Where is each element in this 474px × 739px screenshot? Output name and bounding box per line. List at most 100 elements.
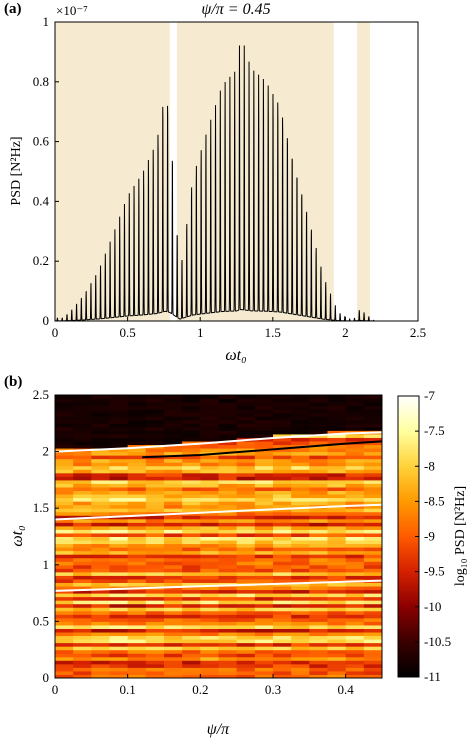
heatmap-cell xyxy=(200,525,219,530)
panel-a-label: (a) xyxy=(4,1,22,17)
heatmap-cell xyxy=(109,596,129,601)
heatmap-cell xyxy=(145,646,165,651)
heatmap-cell xyxy=(73,653,92,658)
heatmap-cell xyxy=(109,582,129,587)
heatmap-cell xyxy=(254,433,274,438)
heatmap-cell xyxy=(145,575,165,580)
heatmap-cell xyxy=(182,639,201,644)
heatmap-cell xyxy=(55,646,74,651)
heatmap-cell xyxy=(254,632,274,637)
heatmap-cell xyxy=(91,501,110,506)
heatmap-cell xyxy=(73,660,92,665)
heatmap-cell xyxy=(164,610,183,615)
heatmap-cell xyxy=(127,472,147,477)
heatmap-cell xyxy=(55,455,74,460)
heatmap-cell xyxy=(182,550,201,555)
heatmap-cell xyxy=(273,614,292,619)
heatmap-cell xyxy=(345,518,365,523)
heatmap-cell xyxy=(182,472,201,477)
heatmap-cell xyxy=(236,586,256,591)
heatmap-cell xyxy=(273,554,292,559)
heatmap-cell xyxy=(109,440,129,446)
heatmap-cell xyxy=(327,571,347,576)
heatmap-cell xyxy=(273,578,292,583)
heatmap-cell xyxy=(236,472,256,477)
heatmap-cell xyxy=(363,571,383,576)
heatmap-cell xyxy=(182,494,201,499)
heatmap-cell xyxy=(164,635,183,640)
heatmap-cell xyxy=(55,494,74,499)
heatmap-cell xyxy=(345,628,365,633)
heatmap-cell xyxy=(218,578,238,583)
heatmap-cell xyxy=(273,635,292,640)
heatmap-cell xyxy=(91,596,110,601)
heatmap-cell xyxy=(236,529,256,534)
heatmap-cell xyxy=(309,479,328,484)
heatmap-cell xyxy=(182,451,201,456)
heatmap-cell xyxy=(327,455,347,460)
heatmap-cell xyxy=(182,483,201,488)
heatmap-cell xyxy=(182,426,201,431)
heatmap-cell xyxy=(164,490,183,495)
heatmap-cell xyxy=(164,402,183,407)
heatmap-cell xyxy=(164,663,183,668)
heatmap-cell xyxy=(309,486,328,492)
heatmap-cell xyxy=(291,522,310,527)
heatmap-cell xyxy=(345,564,365,569)
heatmap-cell xyxy=(182,610,201,615)
heatmap-cell xyxy=(273,465,292,470)
heatmap-cell xyxy=(91,639,110,644)
heatmap-cell xyxy=(273,405,292,410)
heatmap-cell xyxy=(182,395,201,400)
heatmap-cell xyxy=(182,603,201,608)
heatmap-cell xyxy=(291,465,310,470)
heatmap-cell xyxy=(273,660,292,665)
heatmap-cell xyxy=(254,476,274,481)
heatmap-cell xyxy=(200,430,219,435)
heatmap-cell xyxy=(218,593,238,598)
heatmap-cell xyxy=(218,540,238,545)
heatmap-cell xyxy=(73,479,92,484)
heatmap-cell xyxy=(127,639,147,644)
heatmap-cell xyxy=(145,437,165,442)
y-tick-label: 0 xyxy=(43,670,50,685)
heatmap-cell xyxy=(363,486,383,492)
heatmap-cell xyxy=(73,600,92,605)
heatmap-cell xyxy=(273,557,292,562)
heatmap-cell xyxy=(164,497,183,502)
heatmap-cell xyxy=(254,624,274,629)
heatmap-cell xyxy=(200,486,219,492)
heatmap-cell xyxy=(109,462,129,467)
heatmap-cell xyxy=(127,416,147,421)
heatmap-cell xyxy=(363,409,383,414)
heatmap-cell xyxy=(109,412,129,417)
heatmap-cell xyxy=(109,504,129,509)
x-tick-label: 1 xyxy=(197,325,204,340)
heatmap-cell xyxy=(309,536,328,541)
heatmap-cell xyxy=(327,494,347,499)
heatmap-cell xyxy=(218,632,238,637)
heatmap-cell xyxy=(164,596,183,601)
heatmap-cell xyxy=(127,635,147,640)
heatmap-cell xyxy=(182,632,201,637)
heatmap-cell xyxy=(73,426,92,431)
heatmap-cell xyxy=(273,458,292,463)
heatmap-cell xyxy=(73,529,92,534)
heatmap-cell xyxy=(127,564,147,569)
heatmap-cell xyxy=(200,437,219,442)
heatmap-cell xyxy=(273,412,292,417)
heatmap-cell xyxy=(91,409,110,414)
heatmap-cell xyxy=(127,582,147,587)
heatmap-cell xyxy=(218,610,238,615)
heatmap-cell xyxy=(200,395,219,400)
heatmap-cell xyxy=(309,617,328,622)
heatmap-cell xyxy=(345,504,365,509)
heatmap-cell xyxy=(363,663,383,668)
heatmap-cell xyxy=(200,465,219,470)
heatmap-cell xyxy=(73,547,92,552)
heatmap-cell xyxy=(182,582,201,587)
heatmap-cell xyxy=(291,603,310,608)
heatmap-cell xyxy=(345,508,365,513)
heatmap-cell xyxy=(345,437,365,442)
heatmap-cell xyxy=(254,409,274,414)
